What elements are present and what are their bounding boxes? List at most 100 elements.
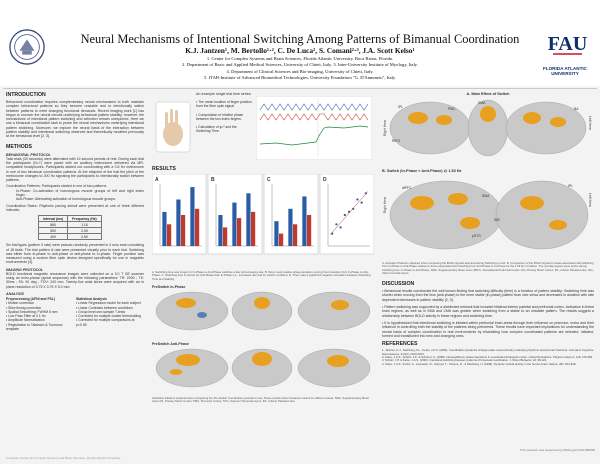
bar	[237, 218, 242, 246]
discussion-point: • Behavioral results corroborate the wel…	[382, 289, 594, 302]
funding-note: This research was supported by NIMH gran…	[519, 448, 595, 452]
analysis-columns: Preprocessing (AFNI and FSL) • Motion co…	[6, 297, 144, 331]
panel-letter: B	[211, 177, 215, 183]
panel-letter: D	[323, 177, 327, 183]
brain-region-label: IPL	[398, 105, 403, 109]
bar	[232, 202, 237, 246]
figure-a-title: A. Main Effect of Switch	[466, 92, 510, 96]
list-item: • Amplitude Normalization	[6, 318, 45, 323]
analysis-title: ANALYSIS	[6, 291, 24, 296]
chart-panel	[319, 173, 375, 255]
bar	[246, 193, 251, 246]
column-left: INTRODUCTION Behavioral coordination req…	[6, 92, 144, 331]
brain-region-label: SMA	[478, 101, 486, 105]
activation-blob	[331, 299, 349, 310]
brain-lateral-left	[155, 348, 229, 388]
preprocessing-block: Preprocessing (AFNI and FSL) • Motion co…	[6, 297, 72, 331]
affiliation-3: 4. Department of Clinical Sciences and B…	[226, 68, 374, 74]
preswitch-anti-title: PreSwitch Anti-Phase	[152, 341, 190, 346]
reference-item: 1. Jantzen, K.J., Steinberg, F.L., Kelso…	[382, 348, 594, 356]
list-item: • Corrected for multiple cluster thresho…	[76, 314, 141, 319]
affiliation-1: 1. Center for Complex Systems and Brain …	[206, 56, 394, 61]
activation-blob	[550, 117, 566, 127]
interval-table: Interval (ms) Frequency (Hz) 860 1.16 50…	[37, 215, 102, 241]
column-right: A. Main Effect of Switch Right Hem IPL S…	[382, 92, 594, 366]
list-item: • Motion correction	[6, 301, 35, 306]
list-item: • Linear Regression model for each subje…	[76, 301, 141, 306]
activation-blob	[448, 193, 468, 205]
reference-item: 4. Kelso, J.A.S., Fuchs, A., Lancaster, …	[382, 361, 577, 366]
conditions-label: Coordination Patterns: Participants star…	[6, 184, 107, 189]
poster-authors: K.J. Jantzen¹, M. Bertollo¹·², C. De Luc…	[185, 46, 415, 55]
relative-phase-trace	[259, 125, 369, 146]
list-item: • Corrected for multiple comparisons at …	[76, 318, 135, 327]
brain-region-label: pSTG	[472, 234, 481, 238]
scatter-point	[343, 213, 346, 217]
panel-letter: A	[155, 177, 159, 183]
brain-region-label: IPL	[568, 184, 573, 188]
activation-blob	[549, 220, 567, 230]
after-table-text: Six trial types (pattern X rate) were ps…	[6, 243, 144, 265]
poster-header: Neural Mechanisms of Intentional Switchi…	[0, 0, 600, 86]
activation-blob	[480, 106, 496, 122]
finger-position-trace	[259, 113, 369, 121]
activation-blob	[197, 311, 207, 318]
side-label: Right Hem	[383, 120, 387, 136]
poster-title: Neural Mechanisms of Intentional Switchi…	[80, 32, 520, 46]
list-item: • Computation of relative phase between …	[196, 112, 244, 121]
imaging-text: BOLD functional magnetic resonance image…	[6, 271, 144, 289]
scatter-point	[335, 223, 338, 226]
reference-item: 3. Scholz, J.P. & Kelso, J.A.S. (1990). …	[382, 358, 548, 363]
in-phase-text: In-Phase: Co-activation of homologous mu…	[16, 188, 144, 198]
bar	[302, 196, 307, 246]
fau-logo-letters: FAU	[548, 33, 588, 55]
example-points: • The mean location of finger position f…	[196, 100, 252, 134]
scatter-point	[364, 192, 367, 195]
preswitch-in-brains	[155, 291, 371, 331]
protocol-title: BEHAVIORAL PROTOCOL	[6, 152, 51, 157]
trend-line	[329, 191, 369, 236]
example-trial-block: An example single trial time series: • T…	[152, 92, 374, 162]
intro-text: Behavioral coordination requires complem…	[6, 100, 144, 139]
bar	[279, 233, 284, 246]
example-timeseries-plot	[256, 96, 372, 160]
activation-blob	[254, 296, 270, 309]
footer-text: Computer Center for Complex Systems and …	[6, 456, 121, 460]
activation-blob	[408, 112, 428, 124]
brain-region-label: dlPFC	[402, 186, 412, 190]
scatter-point	[339, 226, 342, 229]
results-figure: A B C D	[151, 173, 375, 255]
bar	[223, 227, 228, 246]
brain-lateral-left	[155, 291, 229, 331]
bar	[293, 224, 298, 246]
figure-b-title: B. Switch (In-Phase > Anti-Phase) @ 1.53…	[382, 169, 462, 173]
results-caption: A. Switching time was longer for In-Phas…	[152, 270, 371, 281]
table-row: 400 2.50	[37, 233, 102, 241]
column-middle: An example single trial time series: • T…	[151, 92, 375, 403]
discussion-point: • It is hypothesized that intentional sw…	[382, 320, 594, 338]
list-item: • Group level one-sample T-tests	[76, 309, 126, 314]
activation-blob	[170, 368, 182, 375]
table-cell: 2.50	[67, 233, 102, 241]
brain-region-label: SMA	[482, 194, 490, 198]
brain-lateral-right	[495, 180, 589, 250]
brain-lateral-left	[389, 101, 471, 155]
activation-blob	[176, 297, 196, 308]
list-item: • Low Pass Filter at 0.1 Hz	[6, 314, 46, 319]
references-title: REFERENCES	[382, 341, 418, 348]
reference-item: 2. Kelso, J.A.S., Scholz, J.P., & Schöne…	[382, 354, 594, 359]
bar	[176, 199, 181, 246]
brain-region-label: RIFG	[392, 139, 400, 143]
brain-region-label: PMC	[448, 107, 456, 111]
activation-blob	[410, 196, 434, 210]
side-label: Left Hem	[588, 116, 592, 130]
imaging-title: IMAGING PROTOCOL	[6, 267, 44, 272]
list-item: • Spatial Smoothing: FWHM 8 mm	[6, 309, 58, 314]
brain-region-label: BA	[574, 107, 579, 111]
table-cell: 400	[37, 233, 69, 241]
bar	[274, 221, 279, 246]
activation-blob	[327, 354, 349, 367]
list-item: • Registration to Talairach & Tournoux t…	[6, 322, 63, 331]
bar	[162, 211, 167, 246]
